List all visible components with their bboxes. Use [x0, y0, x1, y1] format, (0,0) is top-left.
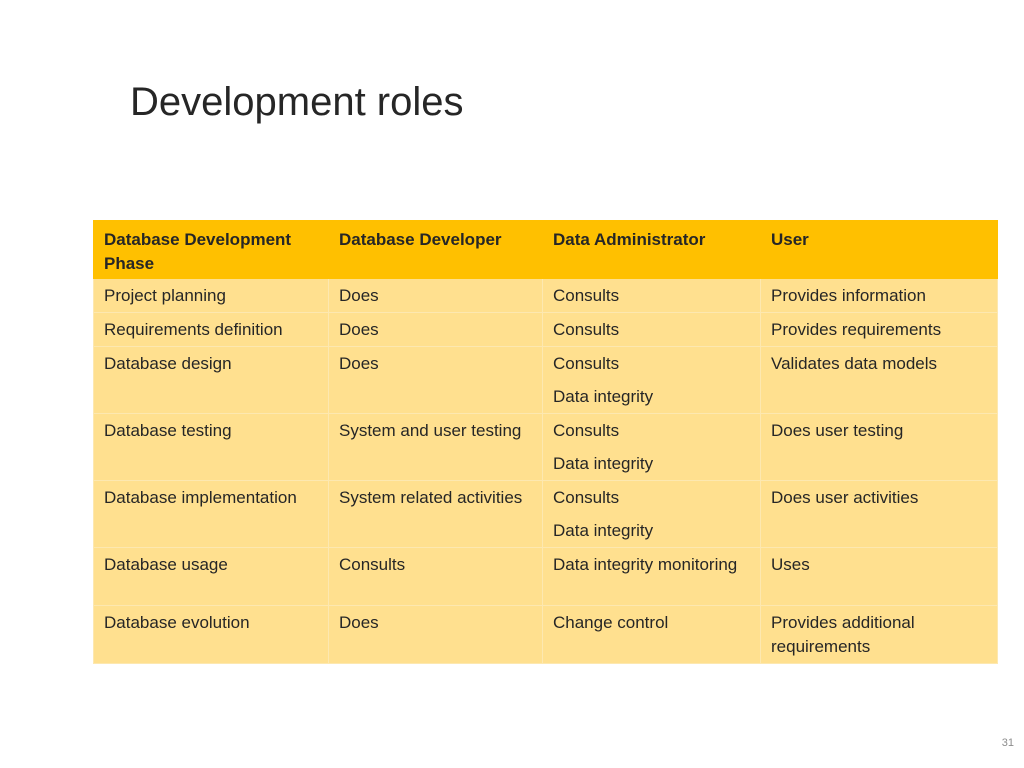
table-row: Database implementation System related a… [93, 480, 998, 548]
cell-admin: Consults [542, 312, 761, 347]
cell-admin: Consults [542, 278, 761, 313]
table-header-row: Database Development Phase Database Deve… [93, 220, 998, 279]
cell-developer: Does [328, 278, 543, 313]
cell-user: Uses [760, 547, 998, 606]
cell-developer: System related activities [328, 480, 543, 548]
table-row: Database testing System and user testing… [93, 413, 998, 481]
cell-phase: Database design [93, 346, 329, 414]
cell-phase: Project planning [93, 278, 329, 313]
cell-admin-line: Data integrity [553, 387, 654, 406]
page-number: 31 [1001, 737, 1014, 749]
cell-admin-line: Consults [553, 421, 620, 440]
cell-phase: Database evolution [93, 605, 329, 664]
cell-developer: Does [328, 605, 543, 664]
cell-admin-line: Data integrity monitoring [553, 555, 738, 574]
table-row: Database evolution Does Change control P… [93, 605, 998, 664]
cell-user: Provides information [760, 278, 998, 313]
header-user: User [760, 220, 998, 279]
cell-admin: Consults Data integrity [542, 413, 761, 481]
cell-user: Does user activities [760, 480, 998, 548]
cell-admin-line: Consults [553, 354, 620, 373]
cell-admin-line: Consults [553, 488, 620, 507]
cell-admin-line: Data integrity [553, 521, 654, 540]
header-phase: Database Development Phase [93, 220, 329, 279]
cell-admin-line: Change control [553, 613, 669, 632]
cell-admin: Data integrity monitoring [542, 547, 761, 606]
cell-user: Validates data models [760, 346, 998, 414]
cell-admin-line: Consults [553, 286, 620, 305]
cell-admin-line: Consults [553, 320, 620, 339]
cell-developer: Does [328, 312, 543, 347]
cell-user: Provides requirements [760, 312, 998, 347]
header-data-administrator: Data Administrator [542, 220, 761, 279]
cell-admin: Change control [542, 605, 761, 664]
header-database-developer: Database Developer [328, 220, 543, 279]
cell-phase: Requirements definition [93, 312, 329, 347]
cell-admin-line: Data integrity [553, 454, 654, 473]
cell-user: Does user testing [760, 413, 998, 481]
cell-developer: Does [328, 346, 543, 414]
cell-admin: Consults Data integrity [542, 480, 761, 548]
roles-table: Database Development Phase Database Deve… [93, 220, 998, 664]
table-row: Database design Does Consults Data integ… [93, 346, 998, 414]
cell-phase: Database implementation [93, 480, 329, 548]
table-row: Requirements definition Does Consults Pr… [93, 312, 998, 347]
table-row: Database usage Consults Data integrity m… [93, 547, 998, 606]
cell-developer: System and user testing [328, 413, 543, 481]
slide-title: Development roles [130, 80, 464, 124]
cell-phase: Database usage [93, 547, 329, 606]
cell-user: Provides additional requirements [760, 605, 998, 664]
cell-developer: Consults [328, 547, 543, 606]
table-row: Project planning Does Consults Provides … [93, 278, 998, 313]
cell-phase: Database testing [93, 413, 329, 481]
cell-admin: Consults Data integrity [542, 346, 761, 414]
